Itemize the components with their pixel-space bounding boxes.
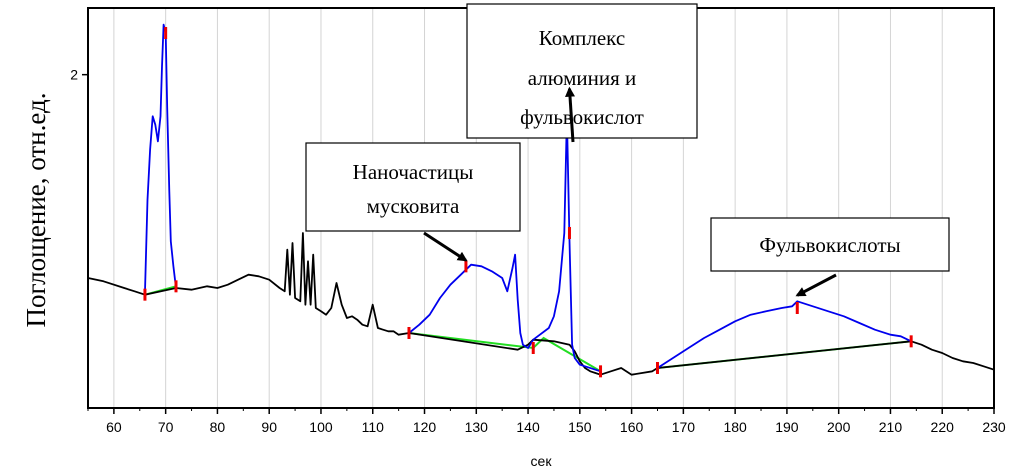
peak-series-line [144,23,177,295]
annotation-box [466,3,698,139]
tick-group: 60 70 80 90 100 110 120 130 140 150 160 170 180 190 20… [70,67,1006,435]
annotation-box [710,217,950,272]
baseline-line [408,332,602,373]
x-tick-label: 100 [309,419,333,435]
annotation-text: мусковита [367,194,460,218]
y-axis-title: Поглощение, отн.ед. [21,92,51,327]
annotation-text: Комплекс [539,26,625,50]
x-tick-label: 230 [982,419,1006,435]
annotation: Фульвокислоты [710,217,950,297]
x-tick-label: 80 [210,419,226,435]
series-group [87,23,995,376]
x-tick-label: 200 [827,419,851,435]
annotation-arrow [423,231,468,262]
annotation: Наночастицы мусковита [305,142,521,262]
x-tick-label: 180 [723,419,747,435]
x-tick-label: 190 [775,419,799,435]
annotation-text: алюминия и [528,66,637,90]
marker-group [143,27,913,378]
annotation-text: фульвокислот [520,105,644,129]
peak-series-line [408,253,534,349]
peak-series-line [657,300,912,369]
x-tick-label: 140 [516,419,540,435]
annotation-box [305,142,521,232]
x-axis-title: сек [531,453,553,469]
signal-series-line [87,232,995,376]
x-tick-label: 210 [879,419,903,435]
peak-series-line [532,115,601,373]
x-tick-label: 110 [362,419,385,435]
annotation-group: Наночастицы мусковита Комплекс алюминия и фу… [305,3,950,297]
annotation-arrow [795,273,837,297]
y-tick-label: 2 [70,67,78,83]
x-tick-label: 170 [672,419,696,435]
annotation-text: Фульвокислоты [759,233,900,257]
annotation: Комплекс алюминия и фульвокислот [466,3,698,143]
x-tick-label: 60 [106,419,122,435]
x-tick-label: 220 [931,419,955,435]
annotation-text: Наночастицы [353,160,474,184]
x-tick-label: 90 [261,419,277,435]
annotation-arrow [565,86,575,143]
x-tick-label: 130 [465,419,489,435]
x-tick-label: 150 [568,419,592,435]
x-tick-label: 120 [413,419,437,435]
x-tick-label: 160 [620,419,644,435]
x-tick-label: 70 [158,419,174,435]
